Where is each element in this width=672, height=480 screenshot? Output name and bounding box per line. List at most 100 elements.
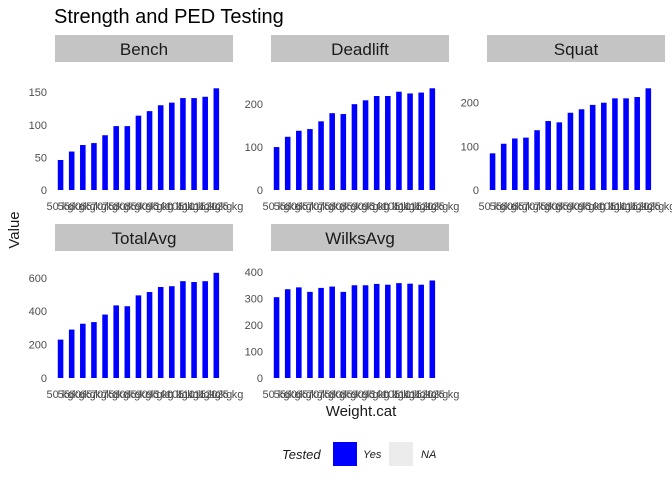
x-tick-label: 70 kg bbox=[91, 389, 118, 401]
bar-wilksavg-80-kg bbox=[340, 291, 347, 378]
x-tick-label: 70 kg bbox=[307, 201, 334, 213]
bar-bench-60-kg bbox=[80, 145, 86, 190]
facet-strip-deadlift bbox=[271, 35, 449, 62]
x-tick-label: 115 kg bbox=[621, 201, 653, 213]
bar-squat-70-kg bbox=[534, 130, 540, 190]
legend-key-yes bbox=[333, 442, 357, 466]
bar-squat-55-kg bbox=[500, 143, 507, 190]
x-tick-label: 65 kg bbox=[80, 389, 107, 401]
x-tick-label: 55 kg bbox=[58, 201, 85, 213]
bar-deadlift-120-kg bbox=[429, 88, 436, 190]
bar-squat-115-kg bbox=[634, 97, 640, 190]
bar-deadlift-95-kg bbox=[373, 96, 380, 190]
bar-bench-120-kg bbox=[213, 88, 220, 190]
bar-deadlift-65-kg bbox=[307, 129, 313, 190]
bar-bench-55-kg bbox=[68, 151, 75, 190]
bar-deadlift-85-kg bbox=[351, 104, 358, 190]
y-tick-label: 0 bbox=[257, 373, 263, 385]
y-tick-label: 100 bbox=[461, 141, 479, 153]
x-tick-label: 110 kg bbox=[393, 389, 425, 401]
x-tick-label: 75 kg bbox=[102, 201, 129, 213]
x-tick-label: 55 kg bbox=[58, 389, 85, 401]
bar-totalavg-65-kg bbox=[91, 322, 97, 378]
bar-squat-60-kg bbox=[512, 138, 518, 190]
x-tick-label: 100 kg bbox=[155, 389, 188, 401]
x-tick-label: 120 kg bbox=[199, 389, 232, 401]
bar-bench-110-kg bbox=[191, 98, 197, 190]
x-tick-label: 80 kg bbox=[545, 201, 572, 213]
legend-key-na bbox=[389, 442, 413, 466]
x-tick-label: 50 kg bbox=[47, 201, 74, 213]
x-tick-label: 70 kg bbox=[91, 201, 118, 213]
x-axis-title: Weight.cat bbox=[326, 403, 397, 420]
bar-wilksavg-50-kg bbox=[273, 297, 280, 378]
bar-deadlift-100-kg bbox=[385, 96, 391, 190]
x-tick-label: 75 kg bbox=[318, 389, 345, 401]
legend-label-yes: Yes bbox=[363, 449, 382, 461]
bar-wilksavg-60-kg bbox=[296, 287, 302, 378]
y-tick-label: 200 bbox=[245, 99, 263, 111]
x-tick-label: 65 kg bbox=[296, 389, 323, 401]
x-tick-label: 120 kg bbox=[415, 389, 448, 401]
bar-squat-105-kg bbox=[612, 98, 618, 190]
x-tick-label: 90 kg bbox=[136, 201, 163, 213]
bar-deadlift-110-kg bbox=[407, 93, 413, 190]
x-tick-label: 55 kg bbox=[490, 201, 517, 213]
bar-squat-90-kg bbox=[578, 109, 585, 190]
bar-deadlift-75-kg bbox=[329, 113, 335, 190]
x-tick-label: 105 kg bbox=[166, 201, 199, 213]
bar-wilksavg-75-kg bbox=[329, 286, 335, 378]
bar-bench-75-kg bbox=[113, 126, 119, 190]
y-tick-label: 0 bbox=[41, 185, 47, 197]
x-tick-label: 55 kg bbox=[274, 201, 301, 213]
bar-wilksavg-70-kg bbox=[318, 287, 324, 378]
bar-bench-90-kg bbox=[146, 111, 153, 190]
x-tick-label: 60 kg bbox=[69, 389, 96, 401]
bar-totalavg-80-kg bbox=[124, 306, 131, 378]
bar-squat-50-kg bbox=[489, 153, 496, 190]
x-tick-label: 75 kg bbox=[318, 201, 345, 213]
y-tick-label: 50 bbox=[35, 152, 47, 164]
x-tick-label: 80 kg bbox=[113, 389, 140, 401]
bar-deadlift-60-kg bbox=[296, 130, 302, 190]
facet-strip-wilksavg bbox=[271, 224, 449, 251]
x-tick-label: 125 kg bbox=[210, 389, 243, 401]
y-tick-label: 0 bbox=[41, 373, 47, 385]
bar-bench-80-kg bbox=[124, 126, 131, 190]
bar-squat-100-kg bbox=[601, 102, 607, 190]
bar-bench-70-kg bbox=[102, 135, 108, 190]
x-tick-label: 120 kg bbox=[199, 201, 232, 213]
bar-squat-75-kg bbox=[545, 121, 551, 190]
x-tick-label: 65 kg bbox=[80, 201, 107, 213]
x-tick-label: 80 kg bbox=[329, 201, 356, 213]
bar-deadlift-55-kg bbox=[284, 136, 291, 190]
x-tick-label: 115 kg bbox=[405, 389, 437, 401]
x-tick-label: 105 kg bbox=[382, 201, 415, 213]
x-tick-label: 120 kg bbox=[415, 201, 448, 213]
x-tick-label: 100 kg bbox=[155, 201, 188, 213]
y-tick-label: 0 bbox=[473, 185, 479, 197]
facet-strip-label-bench: Bench bbox=[120, 40, 168, 59]
bar-totalavg-55-kg bbox=[68, 329, 75, 378]
x-tick-label: 90 kg bbox=[568, 201, 595, 213]
x-tick-label: 105 kg bbox=[598, 201, 631, 213]
x-tick-label: 85 kg bbox=[556, 201, 583, 213]
x-tick-label: 115 kg bbox=[405, 201, 437, 213]
y-tick-label: 0 bbox=[257, 185, 263, 197]
x-tick-label: 125 kg bbox=[426, 389, 459, 401]
bar-totalavg-115-kg bbox=[202, 281, 208, 378]
bar-wilksavg-90-kg bbox=[362, 285, 369, 378]
bar-totalavg-70-kg bbox=[102, 314, 108, 378]
bar-bench-100-kg bbox=[169, 102, 175, 190]
bar-wilksavg-85-kg bbox=[351, 285, 358, 378]
facet-strip-label-deadlift: Deadlift bbox=[331, 40, 389, 59]
y-tick-label: 300 bbox=[245, 294, 263, 306]
x-tick-label: 55 kg bbox=[274, 389, 301, 401]
bar-squat-65-kg bbox=[523, 137, 529, 190]
facet-strip-squat bbox=[487, 35, 665, 62]
x-tick-label: 95 kg bbox=[147, 201, 174, 213]
bar-deadlift-105-kg bbox=[396, 91, 402, 190]
bar-squat-85-kg bbox=[567, 112, 574, 190]
